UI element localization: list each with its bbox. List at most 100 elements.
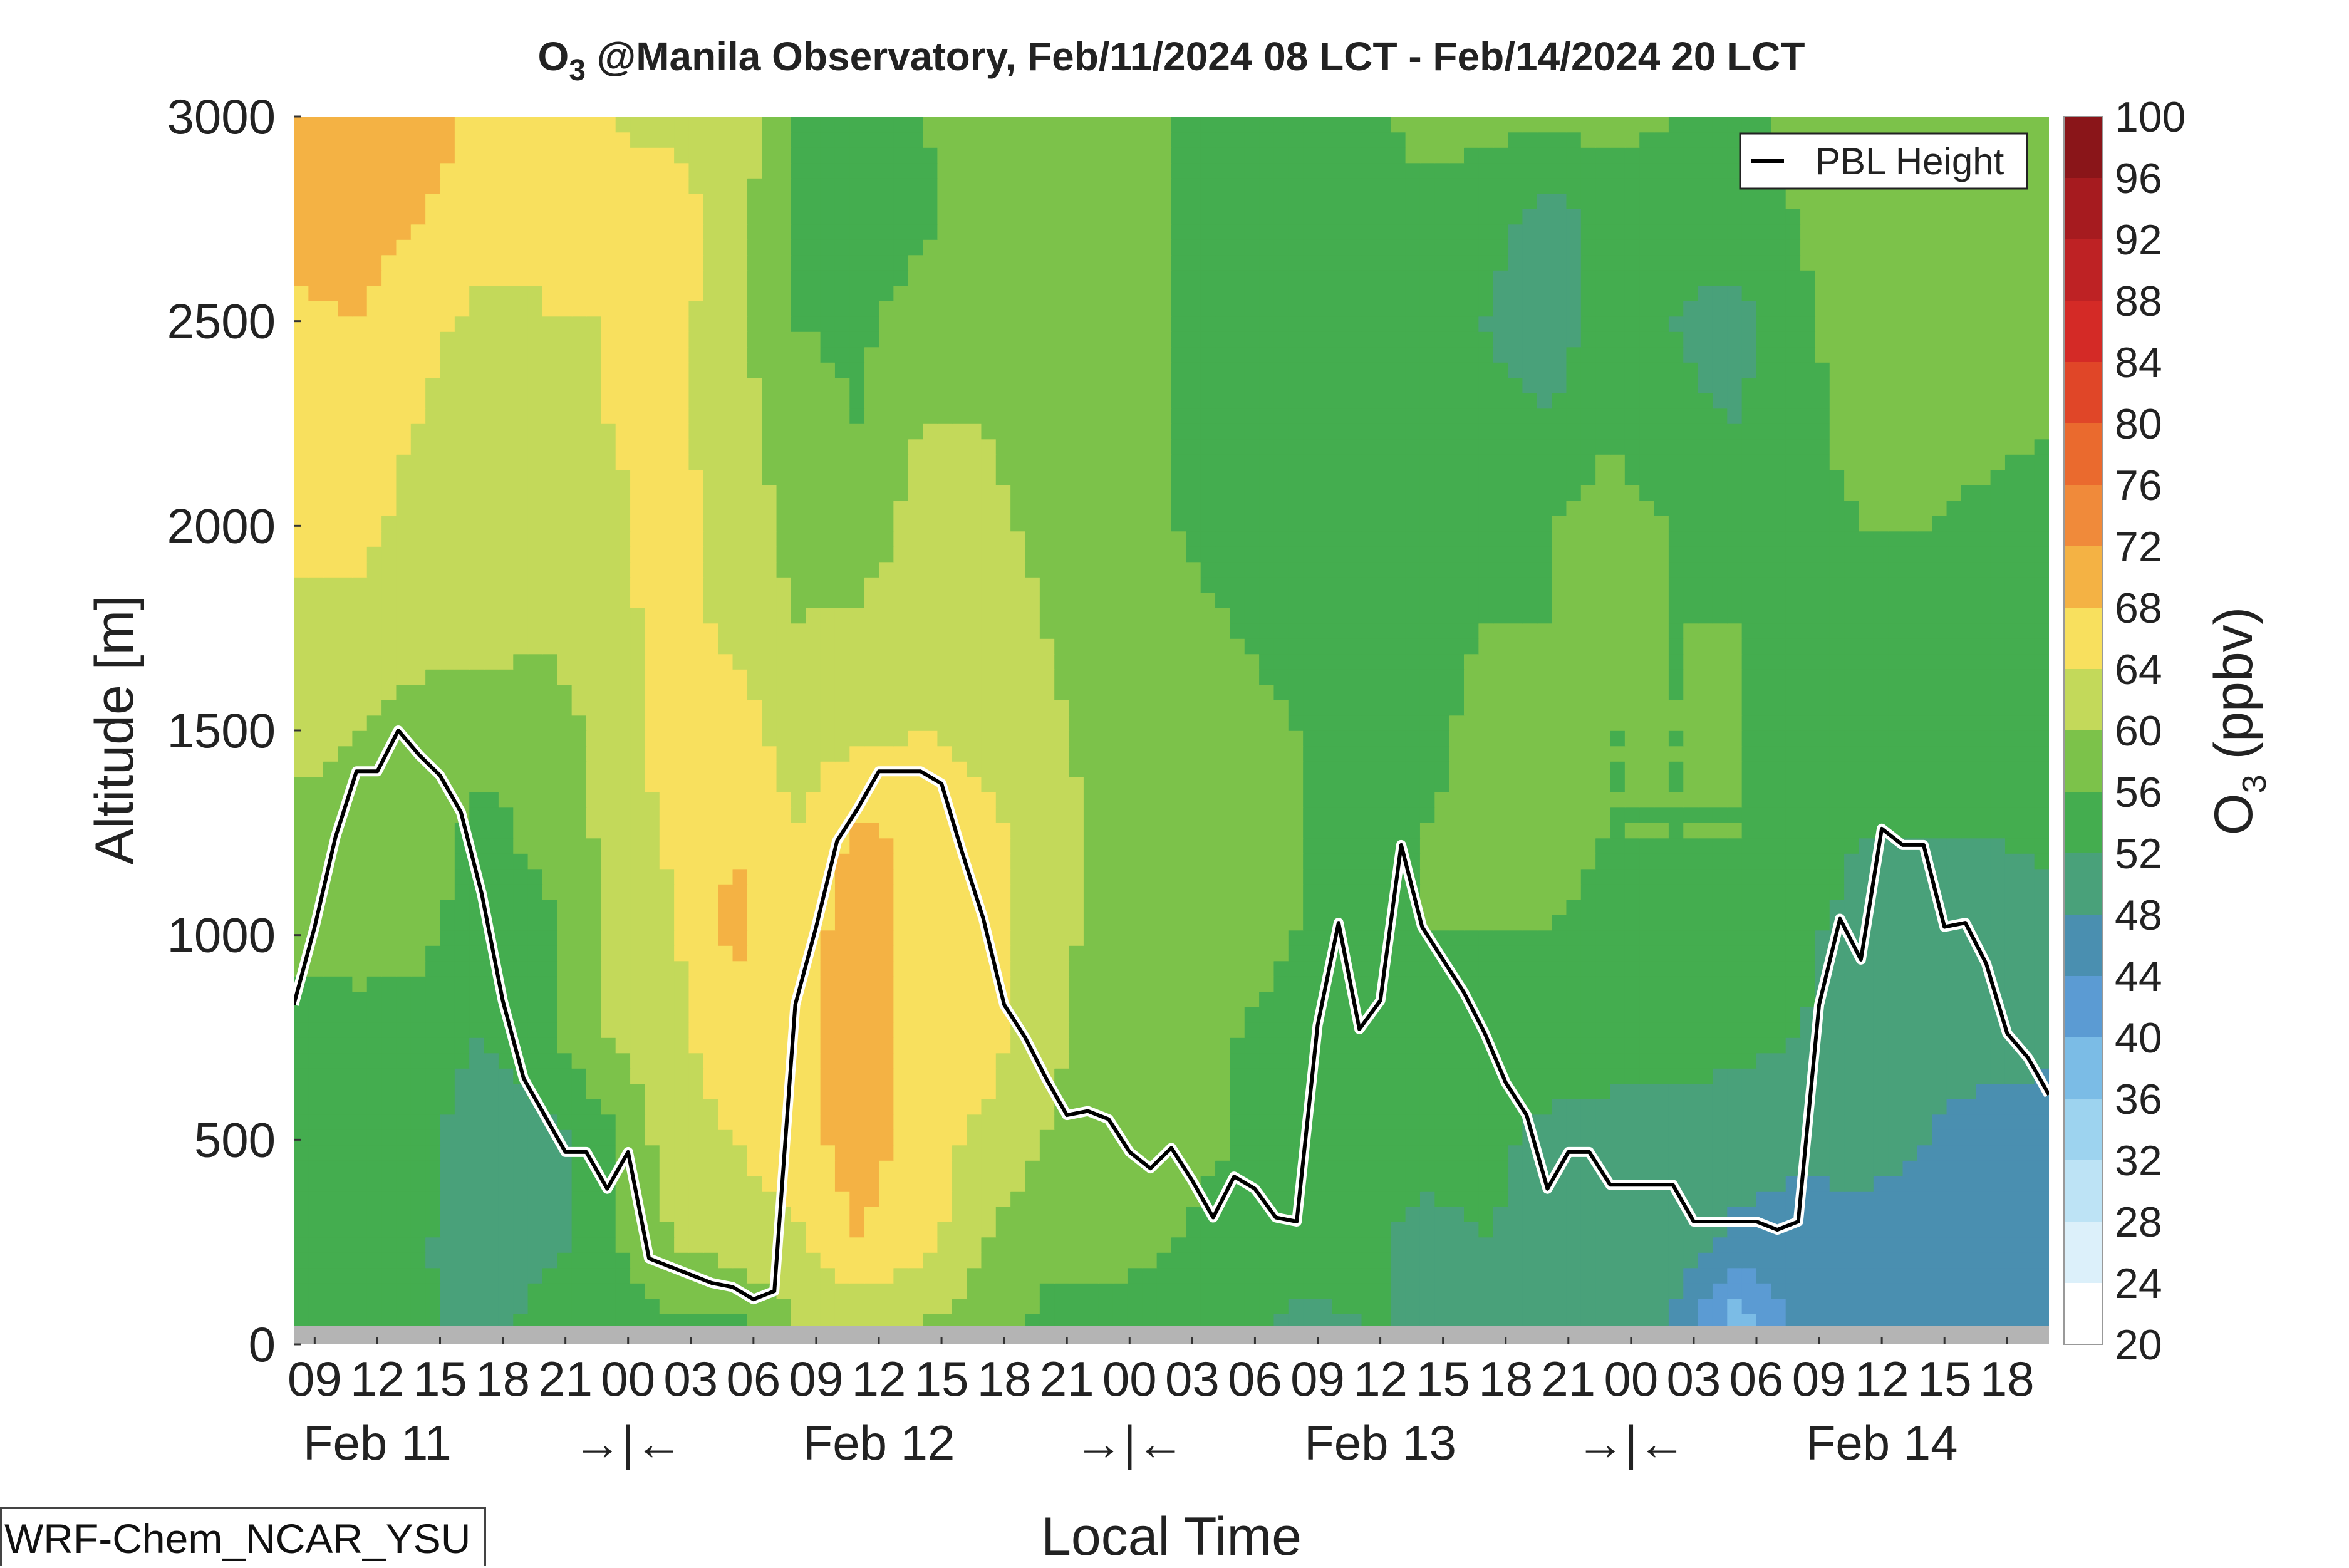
heatmap-cell (1873, 945, 1889, 962)
heatmap-cell (2004, 745, 2021, 762)
heatmap-cell (1171, 960, 1187, 977)
heatmap-cell (1317, 1068, 1333, 1084)
heatmap-cell (1317, 1267, 1333, 1284)
heatmap-cell (908, 1083, 923, 1099)
heatmap-cell (410, 1314, 426, 1326)
heatmap-cell (1624, 1145, 1640, 1161)
heatmap-cell (1317, 776, 1333, 792)
heatmap-cell (381, 1129, 397, 1146)
heatmap-cell (659, 1068, 675, 1084)
heatmap-cell (1683, 1083, 1699, 1099)
heatmap-cell (1069, 884, 1084, 900)
heatmap-cell (893, 1129, 909, 1146)
heatmap-cell (1127, 823, 1143, 839)
heatmap-cell (820, 745, 836, 762)
heatmap-cell (1932, 807, 1947, 823)
heatmap-cell (893, 1222, 909, 1238)
heatmap-cell (1273, 945, 1289, 962)
heatmap-cell (308, 853, 324, 870)
heatmap-cell (513, 838, 529, 854)
heatmap-cell (615, 1191, 631, 1207)
heatmap-cell (1873, 1206, 1889, 1222)
heatmap-cell (294, 853, 309, 870)
heatmap-cell (1552, 899, 1567, 915)
heatmap-cell (849, 1052, 865, 1069)
heatmap-cell (1976, 1175, 1991, 1192)
heatmap-cell (498, 1222, 514, 1238)
heatmap-cell (1741, 868, 1757, 885)
heatmap-cell (923, 792, 938, 808)
heatmap-cell (1580, 1052, 1596, 1069)
heatmap-cell (1917, 960, 1932, 977)
heatmap-cell (498, 1314, 514, 1326)
heatmap-cell (323, 745, 338, 762)
heatmap-cell (806, 776, 821, 792)
heatmap-cell (688, 899, 704, 915)
heatmap-cell (1990, 915, 2006, 931)
heatmap-cell (1142, 1222, 1158, 1238)
heatmap-cell (967, 838, 982, 854)
heatmap-cell (323, 776, 338, 792)
heatmap-cell (688, 868, 704, 885)
heatmap-cell (469, 1037, 485, 1054)
heatmap-cell (732, 761, 748, 777)
heatmap-cell (2020, 1298, 2035, 1314)
heatmap-cell (366, 976, 382, 992)
heatmap-cell (703, 884, 718, 900)
heatmap-cell (1200, 730, 1216, 747)
heatmap-cell (1771, 745, 1786, 762)
heatmap-cell (1215, 1037, 1231, 1054)
heatmap-cell (791, 745, 807, 762)
heatmap-cell (2004, 1114, 2021, 1130)
heatmap-cell (586, 1191, 602, 1207)
heatmap-cell (1419, 1175, 1436, 1192)
heatmap-cell (1464, 868, 1480, 885)
heatmap-cell (1844, 976, 1860, 992)
heatmap-cell (1156, 761, 1172, 777)
heatmap-cell (879, 715, 894, 731)
heatmap-cell (1902, 1206, 1918, 1222)
heatmap-cell (338, 1160, 353, 1176)
heatmap-cell (366, 1007, 382, 1023)
heatmap-cell (1361, 1175, 1377, 1192)
heatmap-cell (454, 868, 470, 885)
heatmap-cell (1332, 1283, 1347, 1299)
heatmap-cell (1844, 761, 1860, 777)
heatmap-cell (1552, 945, 1567, 962)
heatmap-cell (834, 1267, 851, 1284)
heatmap-cell (879, 930, 894, 946)
heatmap-cell (952, 976, 967, 992)
heatmap-cell (1668, 1037, 1684, 1054)
heatmap-cell (1961, 1283, 1977, 1299)
heatmap-cell (338, 1206, 353, 1222)
heatmap-cell (995, 700, 1011, 716)
heatmap-cell (820, 823, 836, 839)
heatmap-cell (425, 899, 441, 915)
heatmap-cell (1888, 1129, 1904, 1146)
heatmap-cell (1712, 792, 1728, 808)
heatmap-cell (1771, 899, 1786, 915)
heatmap-cell (425, 1267, 441, 1284)
heatmap-cell (571, 1298, 587, 1314)
heatmap-cell (834, 1052, 851, 1069)
heatmap-cell (908, 991, 923, 1007)
heatmap-cell (1478, 1237, 1494, 1253)
heatmap-cell (323, 1114, 338, 1130)
heatmap-cell (732, 792, 748, 808)
heatmap-cell (1259, 960, 1275, 977)
heatmap-cell (1230, 715, 1245, 731)
heatmap-cell (834, 1298, 851, 1314)
heatmap-cell (952, 960, 967, 977)
heatmap-cell (1317, 1222, 1333, 1238)
heatmap-cell (1200, 991, 1216, 1007)
heatmap-cell (1039, 899, 1055, 915)
heatmap-cell (1332, 1237, 1347, 1253)
heatmap-cell (1127, 1129, 1143, 1146)
heatmap-cell (425, 715, 441, 731)
heatmap-cell (1712, 991, 1728, 1007)
heatmap-cell (1815, 1314, 1830, 1326)
heatmap-cell (1186, 1129, 1201, 1146)
heatmap-cell (937, 700, 953, 716)
heatmap-cell (1785, 1022, 1801, 1038)
heatmap-cell (1317, 1175, 1333, 1192)
